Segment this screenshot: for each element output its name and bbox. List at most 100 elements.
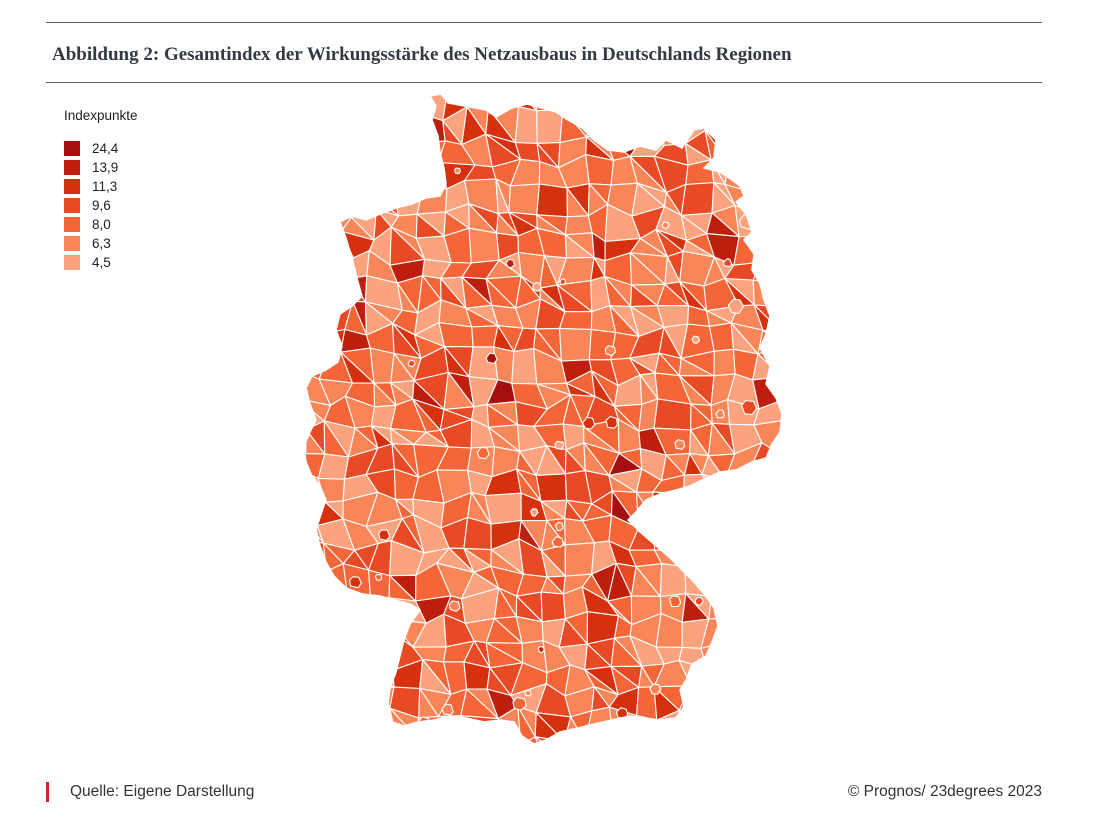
region-polygon <box>508 183 540 216</box>
region-polygon <box>778 94 782 117</box>
region-polygon <box>691 335 700 344</box>
region-polygon <box>368 137 395 166</box>
region-polygon <box>559 311 593 331</box>
region-polygon <box>584 741 615 744</box>
region-polygon <box>366 94 400 114</box>
region-polygon <box>724 571 760 597</box>
figure-title: Abbildung 2: Gesamtindex der Wirkungsstä… <box>52 44 792 65</box>
region-polygon <box>536 109 564 144</box>
region-polygon <box>368 164 394 192</box>
region-polygon <box>322 684 350 719</box>
region-polygon <box>473 733 496 744</box>
region-polygon <box>779 715 782 743</box>
region-polygon <box>364 618 404 641</box>
region-polygon <box>326 659 352 693</box>
region-polygon <box>445 730 475 744</box>
region-polygon <box>540 591 566 623</box>
region-polygon <box>728 617 762 643</box>
region-polygon <box>537 646 545 653</box>
legend-swatch <box>64 179 80 194</box>
region-polygon <box>512 696 527 712</box>
region-polygon <box>304 323 332 350</box>
region-polygon <box>694 596 704 606</box>
region-polygon <box>757 140 775 169</box>
region-polygon <box>678 685 709 715</box>
region-polygon <box>398 109 424 144</box>
region-polygon <box>773 167 782 185</box>
region-polygon <box>773 636 782 673</box>
region-polygon <box>750 540 782 578</box>
region-polygon <box>325 707 350 735</box>
region-polygon <box>468 227 500 264</box>
region-polygon <box>661 221 670 230</box>
region-polygon <box>319 597 354 619</box>
region-polygon <box>785 420 790 443</box>
region-polygon <box>316 730 342 744</box>
region-polygon <box>584 94 614 120</box>
region-polygon <box>709 539 734 573</box>
region-polygon <box>658 730 691 744</box>
region-polygon <box>753 158 782 194</box>
legend-item: 6,3 <box>64 234 138 253</box>
region-polygon <box>680 182 715 216</box>
region-polygon <box>448 600 461 612</box>
region-polygon <box>304 730 327 744</box>
region-polygon <box>678 709 712 744</box>
region-polygon <box>701 686 736 709</box>
region-polygon <box>753 399 782 426</box>
region-polygon <box>460 715 499 741</box>
region-polygon <box>349 275 368 303</box>
region-polygon <box>494 739 522 744</box>
region-polygon <box>728 617 750 643</box>
region-polygon <box>324 140 352 162</box>
region-polygon <box>707 707 738 735</box>
region-polygon <box>580 741 606 744</box>
region-polygon <box>761 658 782 691</box>
region-polygon <box>778 280 782 314</box>
region-polygon <box>748 738 782 744</box>
region-polygon <box>605 415 618 429</box>
region-polygon <box>511 347 538 385</box>
region-polygon <box>710 732 738 744</box>
region-polygon <box>322 684 350 709</box>
region-polygon <box>779 687 782 721</box>
region-polygon <box>783 138 790 170</box>
region-polygon <box>364 595 390 621</box>
region-polygon <box>780 346 782 378</box>
region-polygon <box>749 498 780 526</box>
region-polygon <box>755 236 779 263</box>
region-polygon <box>637 114 665 147</box>
region-polygon <box>750 523 775 548</box>
region-polygon <box>705 94 740 122</box>
region-polygon <box>366 730 399 744</box>
region-polygon <box>733 604 750 620</box>
region-polygon <box>304 231 325 254</box>
region-polygon <box>726 686 763 716</box>
region-polygon <box>773 516 782 548</box>
region-polygon <box>771 442 782 481</box>
region-polygon <box>316 252 354 288</box>
region-polygon <box>752 279 782 308</box>
region-polygon <box>726 658 763 691</box>
region-polygon <box>784 617 790 637</box>
region-polygon <box>786 567 790 593</box>
region-polygon <box>317 615 355 643</box>
region-polygon <box>398 94 425 114</box>
region-polygon <box>778 592 782 623</box>
region-polygon <box>441 703 454 716</box>
region-polygon <box>454 167 462 175</box>
region-polygon <box>780 376 782 409</box>
region-polygon <box>708 595 730 620</box>
region-polygon <box>778 566 782 601</box>
region-polygon <box>777 250 782 276</box>
legend-label: 4,5 <box>92 255 111 270</box>
region-polygon <box>346 690 380 709</box>
legend-item: 24,4 <box>64 139 138 158</box>
legend-item: 9,6 <box>64 196 138 215</box>
region-polygon <box>346 691 366 709</box>
region-polygon <box>374 573 383 581</box>
region-polygon <box>668 595 682 608</box>
region-polygon <box>780 664 782 691</box>
region-polygon <box>563 740 586 744</box>
region-polygon <box>438 322 474 348</box>
